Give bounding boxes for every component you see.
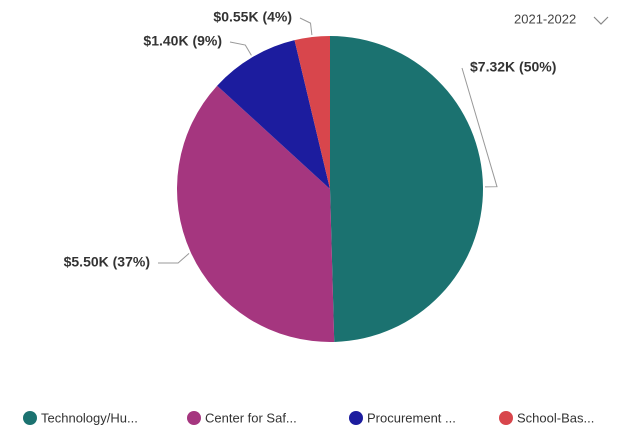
leader-line — [229, 41, 252, 56]
legend-swatch — [349, 411, 363, 425]
legend-label: Procurement ... — [367, 410, 456, 425]
data-label: $0.55K (4%) — [213, 9, 292, 25]
leader-line — [158, 253, 190, 264]
pie-slice — [294, 36, 330, 189]
legend-label: School-Bas... — [517, 410, 594, 425]
legend-label: Center for Saf... — [205, 410, 297, 425]
data-label: $7.32K (50%) — [470, 59, 556, 75]
pie-slice — [330, 36, 484, 342]
legend-label: Technology/Hu... — [41, 410, 138, 425]
data-label: $5.50K (37%) — [64, 254, 150, 270]
dropdown[interactable]: 2021-2022 — [514, 11, 609, 26]
pie-slice — [177, 85, 335, 343]
legend-swatch — [499, 411, 513, 425]
leader-line — [461, 67, 498, 188]
pie-slice — [217, 40, 330, 189]
legend-swatch — [23, 411, 37, 425]
leader-line — [299, 17, 313, 36]
data-label: $1.40K (9%) — [143, 33, 222, 49]
legend-swatch — [187, 411, 201, 425]
dropdown-label[interactable]: 2021-2022 — [514, 11, 576, 26]
dropdown-chevron[interactable] — [593, 16, 609, 25]
